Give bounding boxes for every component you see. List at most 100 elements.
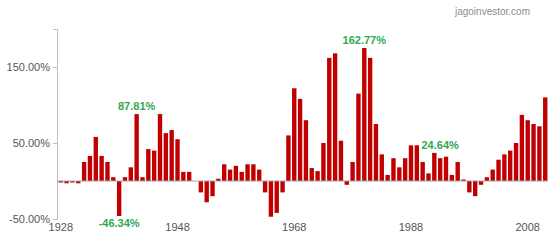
- bar: [88, 156, 92, 181]
- bar: [298, 99, 302, 181]
- bar: [531, 124, 535, 181]
- bar: [409, 145, 413, 181]
- x-tick-label: 2008: [515, 221, 539, 233]
- bar: [537, 126, 541, 181]
- bar: [356, 94, 360, 181]
- bar: [263, 181, 267, 192]
- bar: [134, 114, 138, 181]
- y-tick-label: -50.00%: [9, 213, 50, 225]
- bar: [450, 175, 454, 181]
- bar: [397, 167, 401, 181]
- bar: [514, 143, 518, 181]
- bar: [438, 158, 442, 181]
- bar: [240, 172, 244, 181]
- bar: [187, 172, 191, 181]
- bar: [479, 181, 483, 185]
- bar: [350, 162, 354, 181]
- bar: [502, 154, 506, 181]
- x-tick: 1928: [49, 221, 73, 233]
- bar: [491, 170, 495, 181]
- y-axis: -50.00% 50.00% 150.00%: [7, 30, 58, 226]
- bar: [362, 48, 366, 181]
- bar: [444, 157, 448, 181]
- bar: [333, 53, 337, 181]
- bar: [158, 114, 162, 181]
- bar: [345, 181, 349, 185]
- bar: [415, 145, 419, 181]
- bar: [181, 172, 185, 181]
- bar: [129, 167, 133, 181]
- x-tick-label: 1928: [49, 221, 73, 233]
- bar: [152, 151, 156, 181]
- bar: [467, 181, 471, 192]
- x-tick-label: 1968: [282, 221, 306, 233]
- bar: [526, 120, 530, 181]
- bar: [380, 154, 384, 181]
- y-tick: 50.00%: [13, 137, 57, 149]
- bar: [508, 151, 512, 181]
- bar: [327, 58, 331, 181]
- bar: [286, 135, 290, 181]
- annotations: 87.81% -46.34% 162.77% 24.64%: [99, 34, 459, 229]
- y-tick-label: 50.00%: [13, 137, 51, 149]
- bar: [292, 88, 296, 181]
- bar: [275, 181, 279, 213]
- bar: [269, 181, 273, 217]
- y-tick-mark: [53, 143, 57, 144]
- bar: [123, 177, 127, 181]
- bar: [199, 181, 203, 192]
- bar: [99, 156, 103, 181]
- bar: [420, 162, 424, 181]
- x-tick: 1948: [165, 221, 189, 233]
- bar: [228, 170, 232, 181]
- bar: [374, 124, 378, 181]
- bar: [315, 171, 319, 181]
- bar: [82, 162, 86, 181]
- x-tick: 1988: [399, 221, 423, 233]
- bar: [210, 181, 214, 196]
- x-tick: 2008: [515, 221, 539, 233]
- bar: [485, 177, 489, 181]
- bar: [146, 149, 150, 181]
- bar: [385, 175, 389, 181]
- bar: [175, 139, 179, 181]
- bar: [473, 181, 477, 196]
- bar: [251, 164, 255, 181]
- annotation: -46.34%: [99, 217, 140, 229]
- y-tick-mark: [53, 67, 57, 68]
- bar: [205, 181, 209, 202]
- bar: [257, 170, 261, 181]
- y-tick-label: 150.00%: [7, 61, 51, 73]
- x-tick-label: 1948: [165, 221, 189, 233]
- annotation: 162.77%: [343, 34, 387, 46]
- bar: [391, 158, 395, 181]
- bar: [426, 173, 430, 181]
- bar: [169, 130, 173, 181]
- bar: [111, 177, 115, 181]
- bar: [140, 177, 144, 181]
- y-axis-line: [53, 30, 58, 220]
- annotation: 87.81%: [118, 100, 156, 112]
- x-tick-label: 1988: [399, 221, 423, 233]
- plot: -50.00% 50.00% 150.00% 1928 1948 1968 1988 2008…: [7, 30, 548, 233]
- x-tick: 1968: [282, 221, 306, 233]
- bar: [310, 168, 314, 181]
- bar: [222, 164, 226, 181]
- bar: [280, 181, 284, 192]
- bar: [496, 160, 500, 181]
- bar: [339, 141, 343, 181]
- bar: [520, 115, 524, 181]
- chart: -50.00% 50.00% 150.00% 1928 1948 1968 1988 2008…: [0, 0, 554, 239]
- bar: [94, 137, 98, 181]
- bar: [304, 120, 308, 181]
- bars: [59, 48, 548, 217]
- bar: [368, 58, 372, 181]
- bar: [234, 166, 238, 181]
- y-tick: 150.00%: [7, 61, 57, 73]
- bar: [403, 158, 407, 181]
- bar: [117, 181, 121, 216]
- bar: [105, 162, 109, 181]
- zero-line: [57, 181, 548, 182]
- bar: [245, 164, 249, 181]
- annotation: 24.64%: [422, 139, 460, 151]
